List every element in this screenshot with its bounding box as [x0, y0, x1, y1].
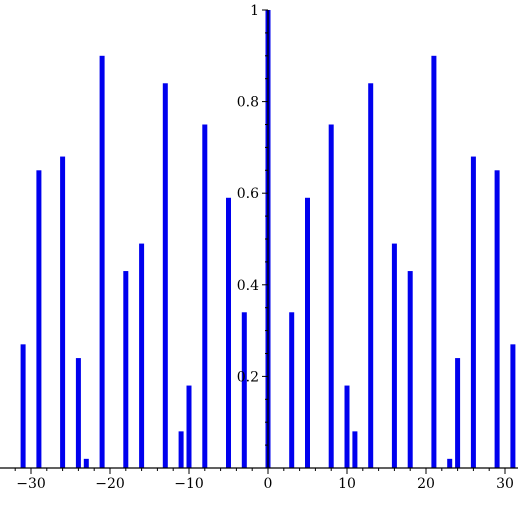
- bar: [407, 271, 413, 468]
- bar: [352, 431, 358, 468]
- bar: [139, 243, 145, 468]
- bar: [60, 156, 66, 468]
- bar: [470, 156, 476, 468]
- bar: [241, 312, 247, 468]
- y-tick-label: 0.8: [237, 95, 259, 111]
- bar: [328, 124, 334, 468]
- bar: [162, 83, 168, 468]
- y-tick-label: 0.2: [237, 369, 259, 385]
- bar: [431, 55, 437, 469]
- bar: [368, 83, 374, 468]
- x-tick-label: 20: [417, 476, 435, 492]
- bars-group: [20, 10, 516, 469]
- x-tick-label: −20: [95, 476, 125, 492]
- x-tick-label: 10: [338, 476, 356, 492]
- ticks-group: −30 −20 −10 0 10 20 30 0.2 0.4 0.6 0.8 1: [14, 3, 514, 492]
- bar: [289, 312, 295, 468]
- y-tick-label: 0.6: [237, 186, 259, 202]
- bar: [186, 385, 192, 468]
- y-tick-label: 1: [250, 3, 259, 19]
- bar: [178, 431, 184, 468]
- bar: [494, 170, 500, 469]
- bar: [99, 55, 105, 469]
- bar: [305, 197, 310, 468]
- x-tick-label: −30: [16, 476, 46, 492]
- bar: [83, 458, 89, 468]
- bar: [510, 344, 516, 468]
- bar: [344, 385, 350, 468]
- y-tick-label: 0.4: [237, 278, 259, 294]
- bar: [455, 358, 461, 468]
- bar: [391, 243, 397, 468]
- x-tick-label: 0: [264, 476, 273, 492]
- x-tick-label: 30: [496, 476, 514, 492]
- bar: [226, 197, 231, 468]
- x-tick-label: −10: [174, 476, 204, 492]
- bar: [36, 170, 42, 469]
- bar: [447, 458, 453, 468]
- bar: [20, 344, 26, 468]
- bar: [123, 271, 129, 468]
- bar: [202, 124, 208, 468]
- bar: [75, 358, 81, 468]
